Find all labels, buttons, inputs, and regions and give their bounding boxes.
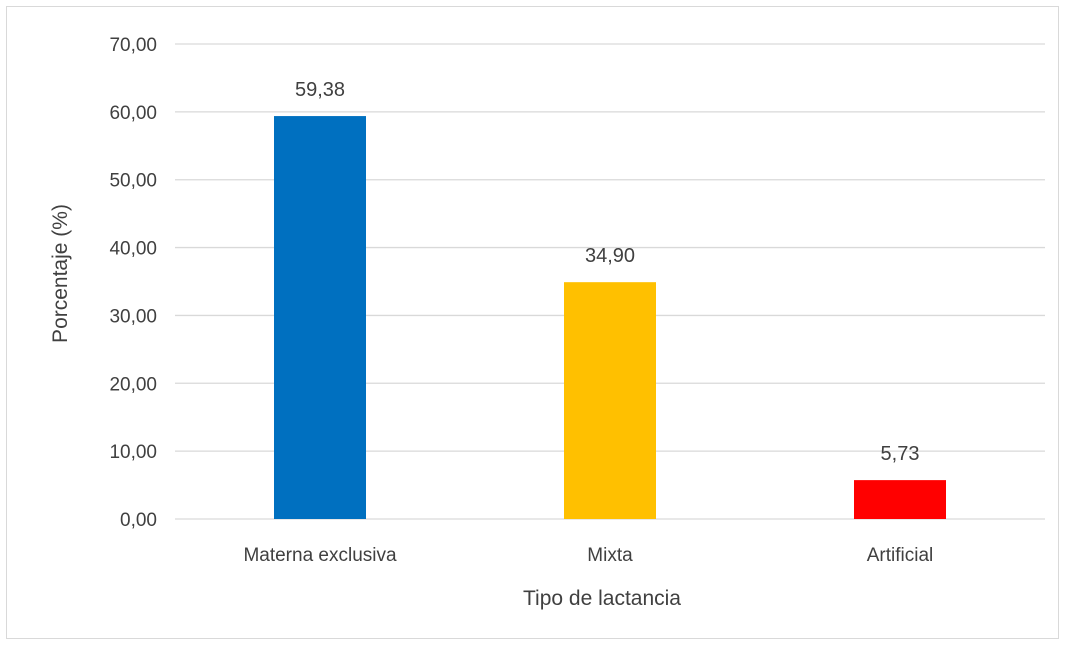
y-axis-ticks: 0,00 10,00 20,00 30,00 40,00 50,00 60,00 70,00: [109, 35, 157, 531]
bar-artificial: [854, 480, 946, 519]
x-axis-title: Tipo de lactancia: [523, 587, 681, 610]
bar-chart: 0,0010,0020,0030,0040,0050,0060,0070,00 …: [49, 35, 1045, 610]
chart-frame: 0,00 10,00 20,00 30,00 40,00 50,00 60,00 70,00 …: [6, 6, 1059, 639]
y-tick-label: 60,00: [109, 103, 157, 124]
y-axis-title: Porcentaje (%): [49, 204, 72, 343]
bars: [274, 116, 946, 520]
data-label: 59,38: [295, 79, 345, 101]
y-tick-label: 40,00: [109, 239, 157, 260]
y-tick-label: 20,00: [109, 374, 157, 395]
y-tick-label: 70,00: [109, 35, 157, 56]
y-tick-label: 10,00: [109, 442, 157, 463]
data-label: 34,90: [585, 245, 635, 267]
y-tick-label: 50,00: [109, 171, 157, 192]
bar-materna-exclusiva: [274, 116, 366, 520]
data-label: 5,73: [881, 443, 920, 465]
category-label: Mixta: [587, 545, 633, 566]
category-label: Materna exclusiva: [243, 545, 397, 566]
bar-mixta: [564, 282, 656, 519]
y-tick-label: 30,00: [109, 306, 157, 327]
category-label: Artificial: [867, 545, 934, 566]
data-labels: 59,38 34,90 5,73: [295, 79, 920, 465]
y-tick-label: 0,00: [120, 510, 157, 531]
x-axis-categories: Materna exclusiva Mixta Artificial: [243, 545, 933, 566]
